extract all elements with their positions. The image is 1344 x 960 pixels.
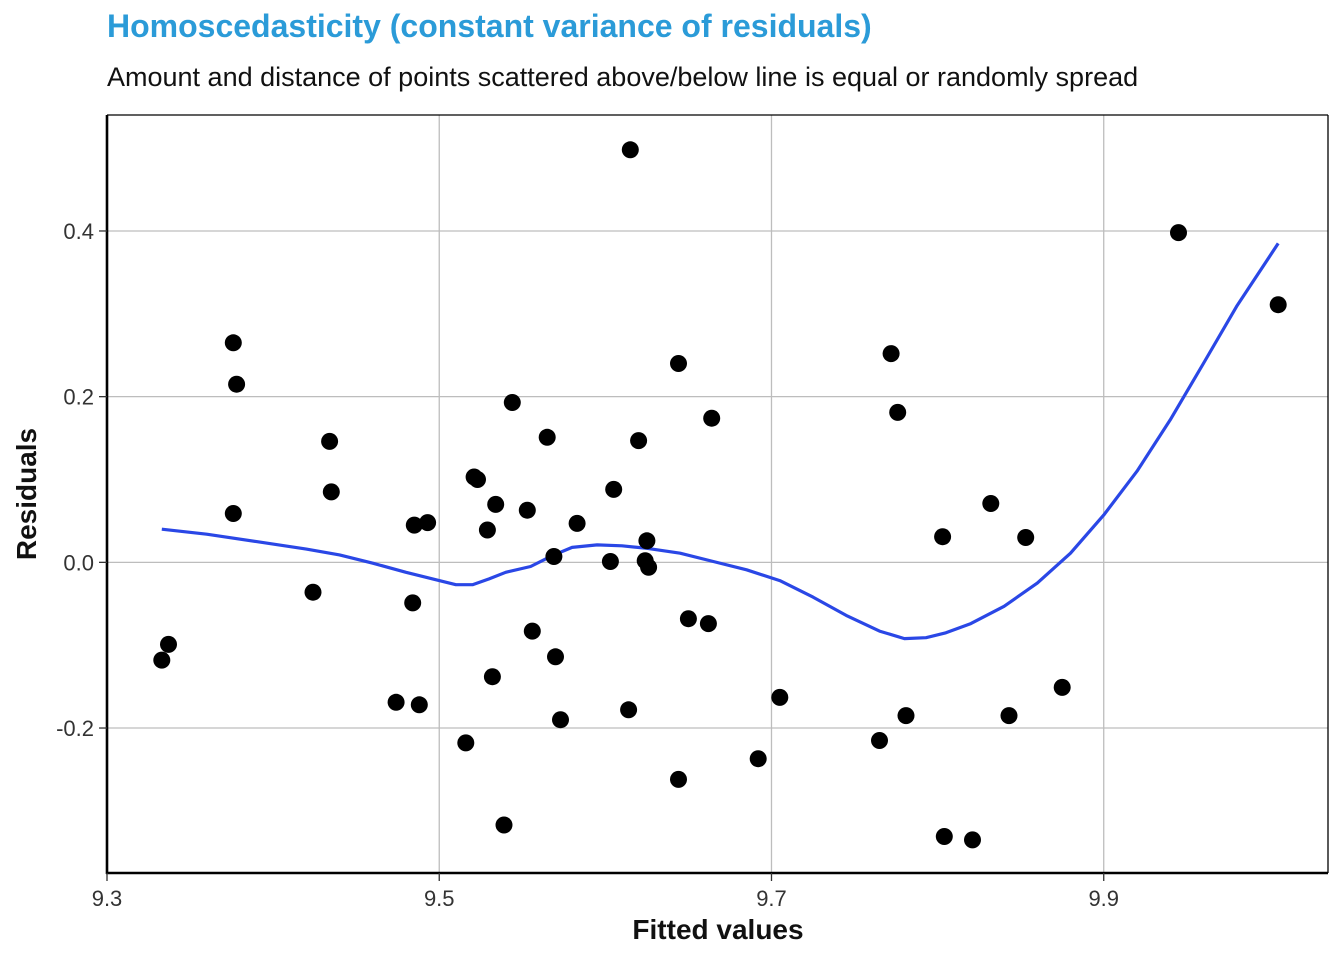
data-point — [1053, 678, 1071, 696]
data-point — [538, 428, 556, 446]
data-point — [771, 688, 789, 706]
data-point — [882, 345, 900, 363]
data-point — [703, 409, 721, 427]
data-point — [518, 501, 536, 519]
data-point — [457, 734, 475, 752]
data-point — [640, 558, 658, 576]
data-point — [523, 622, 541, 640]
data-point — [889, 403, 907, 421]
data-point — [638, 532, 656, 550]
data-point — [630, 432, 648, 450]
data-point — [568, 514, 586, 532]
data-point — [934, 528, 952, 546]
data-point — [419, 514, 437, 532]
chart-title: Homoscedasticity (constant variance of r… — [107, 8, 872, 44]
data-point — [304, 583, 322, 601]
data-point — [483, 668, 501, 686]
smooth-line — [161, 242, 1280, 641]
data-point — [935, 828, 953, 845]
data-point — [679, 610, 697, 628]
data-point — [224, 334, 242, 352]
data-point — [1170, 224, 1187, 242]
y-axis-ticks: -0.2 0.0 0.2 0.4 — [56, 219, 107, 741]
data-point — [495, 816, 513, 834]
data-point — [322, 483, 340, 501]
data-point — [405, 516, 423, 534]
data-point — [404, 594, 422, 612]
x-tick-label: 9.3 — [92, 886, 123, 911]
y-tick-label: 0.0 — [63, 550, 94, 575]
data-point — [749, 750, 767, 768]
x-tick-label: 9.9 — [1088, 886, 1119, 911]
data-point — [478, 521, 496, 539]
data-point — [552, 711, 569, 729]
chart-subtitle: Amount and distance of points scattered … — [107, 62, 1139, 92]
y-tick-label: 0.2 — [63, 385, 94, 410]
data-point — [699, 615, 717, 633]
data-point — [410, 696, 428, 714]
data-point — [545, 548, 563, 565]
axes — [105, 114, 1329, 875]
data-point — [964, 831, 981, 849]
data-point — [1269, 296, 1287, 314]
x-axis-label: Fitted values — [632, 914, 803, 945]
data-point — [605, 480, 623, 498]
data-point — [153, 651, 171, 669]
data-point — [487, 495, 505, 513]
data-points — [153, 141, 1287, 849]
data-point — [871, 732, 888, 749]
x-tick-label: 9.5 — [424, 886, 455, 911]
y-axis-label: Residuals — [11, 428, 42, 560]
data-point — [469, 471, 486, 488]
data-point — [1017, 529, 1035, 546]
data-point — [670, 355, 687, 372]
data-point — [621, 141, 639, 159]
data-point — [547, 648, 564, 666]
data-point — [670, 770, 687, 788]
grid-lines — [107, 115, 1328, 873]
x-tick-label: 9.7 — [756, 886, 787, 911]
data-point — [321, 432, 339, 450]
data-point — [982, 495, 1000, 512]
data-point — [601, 553, 619, 570]
data-point — [224, 505, 242, 522]
smooth-trend — [161, 242, 1280, 641]
data-point — [160, 635, 177, 653]
data-point — [1000, 707, 1018, 725]
data-point — [228, 375, 246, 393]
data-point — [387, 693, 405, 711]
y-tick-label: 0.4 — [63, 219, 94, 244]
x-axis-ticks: 9.3 9.5 9.7 9.9 — [92, 873, 1119, 911]
y-tick-label: -0.2 — [56, 716, 94, 741]
data-point — [503, 394, 521, 411]
data-point — [897, 707, 915, 725]
data-point — [620, 701, 638, 719]
